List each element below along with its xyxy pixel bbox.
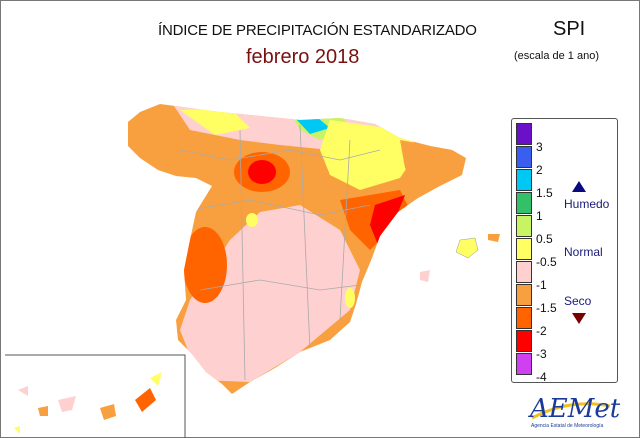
legend-label: 2 xyxy=(536,163,543,177)
canary-islands-inset xyxy=(5,354,186,438)
legend-label: -1.5 xyxy=(536,301,557,315)
legend-swatch xyxy=(516,215,532,237)
legend-category-dry: Seco xyxy=(564,294,592,308)
legend-swatch xyxy=(516,261,532,283)
legend-swatch xyxy=(516,353,532,375)
aemet-logo: AEMet xyxy=(530,394,621,424)
aemet-logo-swoosh xyxy=(531,402,611,420)
legend-label: 0.5 xyxy=(536,232,553,246)
legend-swatch xyxy=(516,307,532,329)
legend-category-normal: Normal xyxy=(564,245,603,259)
legend-swatch xyxy=(516,123,532,145)
map-title: ÍNDICE DE PRECIPITACIÓN ESTANDARIZADO xyxy=(158,22,477,39)
legend-label: -3 xyxy=(536,347,547,361)
legend-label: 3 xyxy=(536,140,543,154)
balearic-islands xyxy=(420,234,500,282)
legend-label: -0.5 xyxy=(536,255,557,269)
index-name: SPI xyxy=(553,18,586,40)
aemet-logo-subtitle: Agencia Estatal de Meteorología xyxy=(531,423,604,429)
legend-swatch xyxy=(516,284,532,306)
legend-category-wet: Humedo xyxy=(564,197,610,211)
index-scale: (escala de 1 ano) xyxy=(514,50,599,62)
legend-swatch xyxy=(516,238,532,260)
legend-swatch xyxy=(516,330,532,352)
legend-label: 1.5 xyxy=(536,186,553,200)
legend-label: 1 xyxy=(536,209,543,223)
legend-label: -2 xyxy=(536,324,547,338)
legend: 3 2 1.5 1 0.5 -0.5 -1 -1.5 -2 -3 -4 Hume… xyxy=(511,118,618,384)
dry-arrow-icon xyxy=(572,313,586,324)
map-period: febrero 2018 xyxy=(246,46,360,68)
legend-swatch xyxy=(516,169,532,191)
legend-swatch xyxy=(516,192,532,214)
wet-arrow-icon xyxy=(572,181,586,192)
legend-label: -1 xyxy=(536,278,547,292)
legend-swatch xyxy=(516,146,532,168)
legend-label: -4 xyxy=(536,370,547,384)
